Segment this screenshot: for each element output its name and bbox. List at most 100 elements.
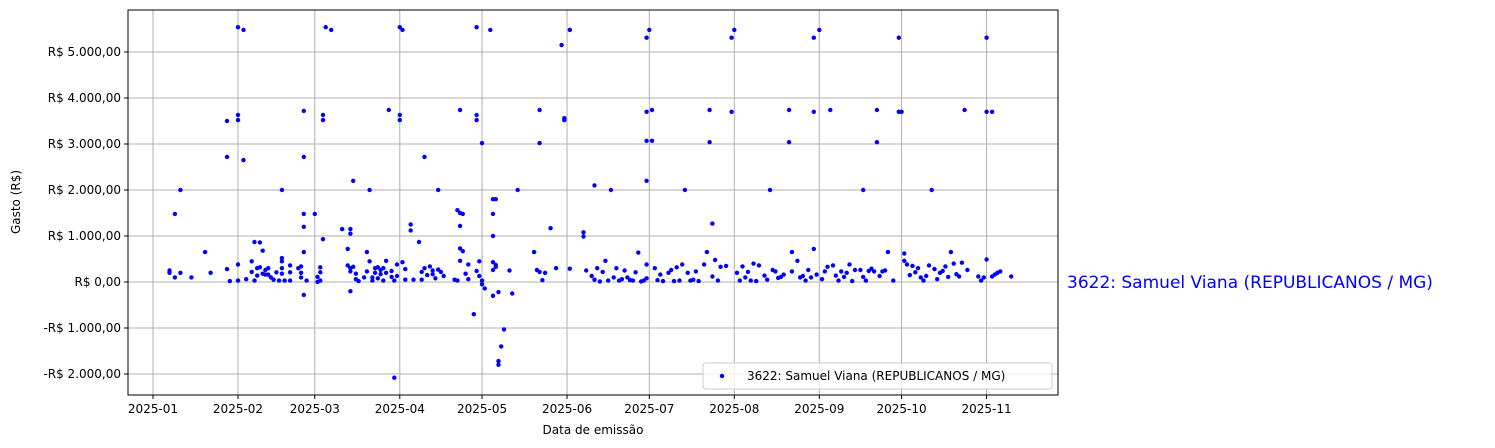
data-point [592,277,597,282]
data-point [710,274,715,279]
data-point [581,234,586,239]
data-point [389,268,394,274]
data-point [392,375,397,380]
data-point [940,268,945,274]
data-point [397,117,402,123]
data-point [397,25,402,30]
data-point [589,273,594,279]
data-point [978,278,984,283]
data-point [490,211,496,217]
data-point [817,27,822,33]
data-point [394,273,400,279]
data-point [743,275,748,280]
data-point [348,226,353,232]
data-point [710,221,715,226]
data-point [680,262,685,267]
data-point [943,264,948,269]
data-point [304,278,309,283]
data-point [279,266,285,271]
data-point [811,246,816,252]
data-point [249,269,254,275]
data-point [279,255,285,261]
data-point [345,246,350,252]
data-point [828,107,833,113]
data-point [584,268,589,273]
data-point [479,278,485,283]
data-point [904,262,910,267]
data-point [603,258,608,263]
data-point [397,112,402,118]
data-point [172,211,178,217]
data-point [438,269,444,275]
data-point [422,266,427,271]
data-point [800,273,806,279]
data-point [507,268,512,273]
x-tick-label: 2025-09 [794,402,844,416]
data-point [658,272,663,277]
data-point [496,289,501,295]
data-point [441,273,446,279]
y-axis-ticks: R$ 5.000,00 R$ 4.000,00 R$ 3.000,00 R$ 2.00… [43,45,128,381]
data-point [474,117,479,123]
x-tick-label: 2025-04 [375,402,425,416]
data-point [811,109,816,115]
data-point [208,270,213,275]
data-point [490,293,496,298]
data-point [430,272,435,277]
data-point [542,270,548,275]
data-point [474,268,479,274]
x-tick-label: 2025-08 [709,402,759,416]
data-point [466,262,471,267]
y-tick-label: R$ 3.000,00 [48,137,121,151]
data-point [734,270,740,275]
data-point [861,274,866,280]
data-point [781,272,786,277]
data-point [400,260,405,265]
data-point [460,249,465,254]
data-point [902,251,907,256]
data-point [682,187,688,193]
data-point [567,266,572,271]
data-point [606,278,611,283]
data-point [808,275,814,280]
data-point [636,250,641,255]
data-point [882,268,888,273]
data-point [715,278,721,283]
data-point [1009,274,1014,279]
data-point [425,272,430,278]
axes-frame [127,9,1059,396]
data-point [348,269,353,274]
data-point [252,239,257,245]
data-point [457,258,463,263]
data-point [490,267,496,273]
data-point [871,269,877,274]
data-point [567,27,572,33]
data-point [320,237,326,242]
legend-box [702,362,1053,390]
data-point [189,275,194,280]
data-point [861,187,866,193]
data-point [814,272,819,277]
data-point [351,264,356,269]
x-tick-label: 2025-07 [624,402,674,416]
data-point [625,275,630,280]
data-point [674,265,679,270]
x-tick-label: 2025-05 [457,402,507,416]
data-point [457,107,463,113]
data-point [644,109,649,115]
data-point [877,273,882,279]
data-point [647,27,652,33]
data-point [167,268,172,273]
data-point [361,275,367,280]
data-point [929,187,934,193]
data-point [655,278,660,283]
data-point [896,35,901,40]
data-point [266,272,271,277]
data-point [998,269,1003,274]
data-point [858,267,863,273]
data-point [803,278,808,283]
data-point [948,249,954,255]
data-point [644,178,649,183]
data-point [540,278,545,283]
data-point [392,278,397,283]
